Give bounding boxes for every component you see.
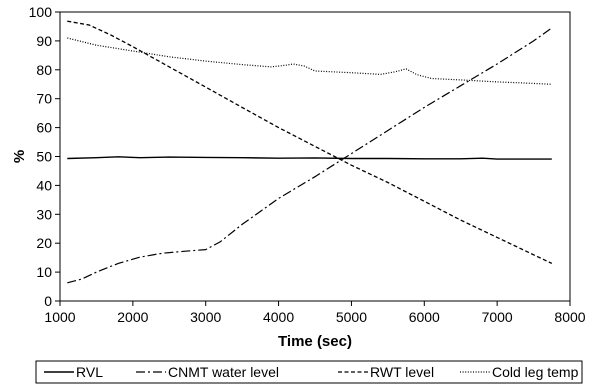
x-tick-label: 7000 [482,309,513,325]
series-line-cold-leg-temp [67,37,552,85]
y-tick-label: 100 [29,4,53,20]
x-tick-label: 2000 [117,309,148,325]
y-tick-label: 80 [36,62,52,78]
series-line-cnmt-water-level [67,27,553,284]
x-tick-label: 1000 [44,309,75,325]
y-tick-label: 30 [36,206,52,222]
series-line-rvl [67,156,552,160]
series-line-rwt-level [67,20,553,264]
y-tick-label: 90 [36,33,52,49]
y-tick-label: 20 [36,235,52,251]
y-tick-label: 10 [36,264,52,280]
y-tick-label: 50 [36,149,52,165]
x-tick-label: 6000 [409,309,440,325]
legend-label: RWT level [370,364,434,380]
x-tick-label: 3000 [190,309,221,325]
axes: 0 10 20 30 40 50 60 70 80 90 100 1000 2000 3000 4000 50… [11,4,586,350]
x-axis-title: Time (sec) [278,333,352,350]
series-lines [67,20,553,284]
y-tick-label: 70 [36,91,52,107]
legend: RVL CNMT water level RWT level Cold leg tem… [35,360,583,384]
y-tick-label: 40 [36,177,52,193]
legend-label: Cold leg temp [492,364,579,380]
legend-label: CNMT water level [168,364,279,380]
x-tick-label: 8000 [554,309,585,325]
y-tick-label: 0 [44,293,52,309]
x-tick-label: 4000 [263,309,294,325]
legend-label: RVL [76,364,103,380]
y-axis-title: % [11,150,28,163]
legend-box [35,360,583,384]
y-tick-label: 60 [36,120,52,136]
x-tick-label: 5000 [336,309,367,325]
